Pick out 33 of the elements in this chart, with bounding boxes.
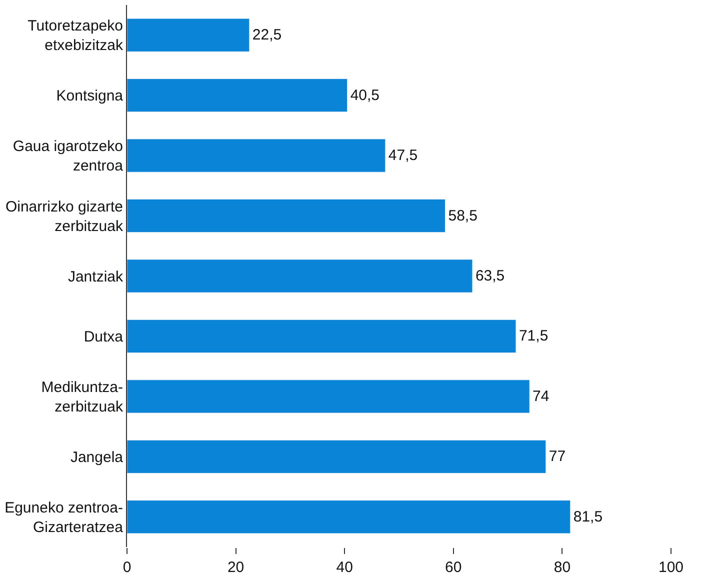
x-tick-label: 60: [445, 559, 462, 576]
data-label: 22,5: [252, 26, 282, 44]
y-tick-label: Eguneko zentroa- Gizarteratzea: [4, 499, 124, 536]
data-label: 71,5: [518, 328, 548, 345]
y-tick-label: Gaua igarotzeko zentroa: [12, 138, 124, 175]
bar: [127, 78, 348, 112]
y-tick-label: Medikuntza- zerbitzuak: [41, 378, 124, 416]
bar: [127, 440, 546, 474]
y-tick-label: Kontsigna: [56, 88, 124, 105]
x-tick-label: 40: [336, 559, 353, 576]
bar: [127, 18, 250, 52]
y-tick-label: Tutoretzapeko etxebizitzak: [28, 18, 124, 54]
y-tick-label: Jangela: [70, 448, 124, 466]
data-label: 47,5: [388, 147, 418, 164]
bar: [127, 380, 530, 414]
x-tick-label: 20: [227, 559, 244, 576]
bar: [127, 500, 571, 534]
data-label: 40,5: [350, 86, 380, 104]
data-label: 74: [532, 388, 550, 405]
bar: [127, 259, 473, 293]
x-tick-label: 0: [122, 559, 132, 576]
data-label: 58,5: [448, 207, 478, 224]
bar: [127, 319, 516, 354]
bar: [127, 198, 446, 233]
y-tick-label: Oinarrizko gizarte zerbitzuak: [5, 198, 124, 235]
x-tick-label: 100: [658, 559, 684, 576]
x-tick-label: 80: [554, 559, 571, 576]
y-tick-label: Jantziak: [68, 268, 124, 286]
data-label: 81,5: [573, 508, 603, 526]
data-label: 77: [548, 448, 566, 466]
data-label: 63,5: [475, 268, 505, 284]
y-tick-label: Dutxa: [84, 328, 124, 346]
bar: [127, 138, 386, 172]
